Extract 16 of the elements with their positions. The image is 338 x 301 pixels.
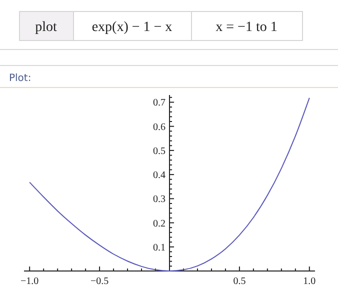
- text: x = −1 to 1: [216, 20, 278, 35]
- line-series: [29, 97, 310, 272]
- x-tick-label: 0.5: [233, 276, 246, 287]
- y-tick-label: 0.1: [153, 242, 166, 254]
- x-tick-label: −1.0: [20, 276, 39, 287]
- x-tick-label: −0.5: [90, 276, 109, 287]
- y-tick-label: 0.6: [153, 122, 166, 133]
- text: exp(x) − 1 − x: [92, 20, 172, 35]
- x-tick-label: 1.0: [303, 276, 316, 287]
- y-tick-label: 0.4: [153, 170, 166, 182]
- y-tick-label: 0.3: [153, 194, 166, 206]
- y-tick-label: 0.7: [153, 98, 166, 109]
- chart-title: Plot:: [9, 73, 32, 84]
- y-tick-label: 0.2: [153, 218, 166, 230]
- text: plot: [35, 20, 57, 35]
- y-tick-label: 0.5: [153, 146, 166, 157]
